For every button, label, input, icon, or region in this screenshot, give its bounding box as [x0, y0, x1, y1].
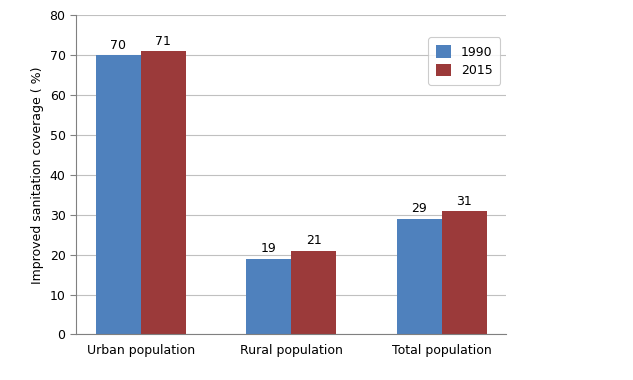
Bar: [291, 251, 336, 334]
Y-axis label: Improved sanitation coverage ( %): Improved sanitation coverage ( %): [31, 66, 44, 283]
Bar: [96, 55, 141, 334]
Text: 29: 29: [411, 203, 427, 215]
Text: 71: 71: [155, 35, 171, 48]
Bar: [442, 211, 487, 334]
Text: 70: 70: [110, 39, 126, 52]
Bar: [396, 219, 442, 334]
Bar: [246, 258, 291, 334]
Text: 21: 21: [306, 234, 322, 247]
Legend: 1990, 2015: 1990, 2015: [429, 37, 500, 85]
Text: 19: 19: [261, 242, 277, 255]
Text: 31: 31: [456, 195, 472, 207]
Bar: [141, 51, 186, 334]
